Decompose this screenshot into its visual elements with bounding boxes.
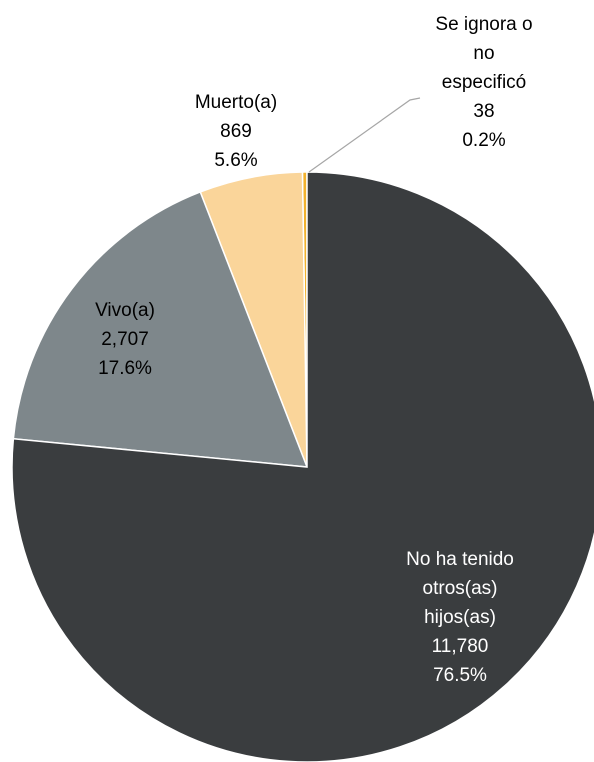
leader-line [308, 97, 421, 173]
pie-slice [11, 171, 594, 762]
slice-label: Se ignora o no especificó 38 0.2% [414, 10, 554, 155]
value-label: 2,707 [101, 329, 149, 350]
category-label: Se ignora o no especificó [435, 14, 533, 93]
slice-label: Vivo(a) 2,707 17.6% [70, 296, 180, 383]
value-label: 11,780 [431, 636, 489, 657]
slice-label: Muerto(a) 869 5.6% [176, 88, 296, 175]
percentage-label: 0.2% [462, 130, 506, 151]
category-label: Muerto(a) [194, 92, 278, 113]
pie-slice [12, 191, 309, 468]
category-label: No ha tenido otros(as) hijos(as) [406, 549, 514, 628]
category-label: Vivo(a) [95, 300, 155, 321]
value-label: 38 [473, 101, 495, 122]
value-label: 869 [220, 121, 252, 142]
percentage-label: 17.6% [98, 358, 152, 379]
percentage-label: 5.6% [214, 150, 258, 171]
slice-label: No ha tenido otros(as) hijos(as) 11,780 76… [390, 545, 530, 690]
percentage-label: 76.5% [433, 665, 487, 686]
